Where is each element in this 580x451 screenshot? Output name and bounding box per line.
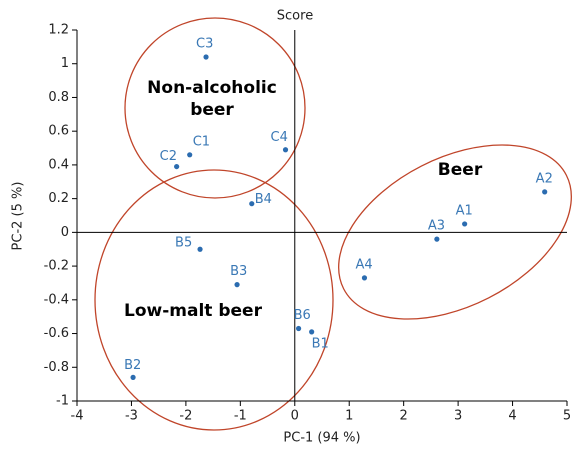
point	[309, 329, 315, 335]
point	[203, 54, 209, 60]
point-label: C3	[196, 36, 213, 51]
point-label: A3	[428, 219, 445, 234]
point-label: B2	[124, 358, 141, 373]
point	[295, 325, 302, 332]
x-axis-label: PC-1 (94 %)	[283, 431, 360, 446]
y-tick-label: 1	[61, 56, 69, 71]
point-label: B5	[175, 236, 192, 251]
group-ellipse	[338, 144, 572, 320]
point-label: A4	[355, 257, 372, 272]
chart-title: Score	[277, 9, 313, 24]
x-tick-label: 4	[508, 409, 516, 424]
y-tick-label: 0.6	[48, 124, 69, 139]
y-tick-label: 0.2	[48, 191, 69, 206]
point	[282, 147, 289, 153]
y-tick-label: -0.8	[44, 360, 69, 375]
point	[197, 246, 203, 252]
y-tick-label: 0	[61, 225, 69, 240]
x-tick-label: 5	[563, 409, 571, 424]
point-label: B3	[230, 264, 247, 279]
point	[361, 275, 368, 281]
x-tick-label: -2	[179, 409, 192, 424]
point	[174, 163, 180, 170]
point	[249, 201, 255, 207]
point	[462, 221, 468, 227]
annotation: beer	[190, 100, 234, 120]
annotation: Low-malt beer	[124, 301, 263, 321]
x-tick-label: 1	[345, 409, 353, 424]
group-ellipse	[124, 17, 306, 199]
y-axis-label: PC-2 (5 %)	[11, 182, 26, 251]
point-label: C1	[193, 134, 210, 149]
x-tick-label: 3	[454, 409, 462, 424]
x-tick-label: -3	[125, 409, 138, 424]
x-tick-label: 2	[400, 409, 408, 424]
x-tick-label: -4	[71, 409, 84, 424]
y-tick-label: -0.2	[44, 259, 69, 274]
group-ellipses	[94, 17, 572, 431]
point-label: C2	[160, 149, 177, 164]
y-tick-label: 0.8	[48, 90, 69, 105]
y-tick-label: -0.6	[44, 326, 69, 341]
point	[187, 152, 193, 158]
point-label: B4	[255, 192, 272, 207]
annotation: Beer	[438, 160, 483, 180]
y-tick-label: 0.4	[48, 157, 69, 172]
point	[434, 236, 440, 242]
x-tick-label: 0	[291, 409, 299, 424]
annotation: Non-alcoholic	[147, 78, 277, 98]
point	[130, 374, 136, 380]
point-label: A2	[536, 171, 553, 186]
y-tick-label: 1.2	[48, 23, 69, 38]
y-tick-label: -1	[56, 394, 69, 409]
group-ellipse	[94, 169, 334, 431]
point	[234, 282, 240, 288]
y-tick-label: -0.4	[44, 292, 69, 307]
point-label: C4	[271, 130, 288, 145]
x-tick-label: -1	[234, 409, 247, 424]
point-label: A1	[456, 203, 473, 218]
point-label: B6	[294, 308, 311, 323]
point-label: B1	[312, 336, 329, 351]
point	[542, 189, 548, 195]
